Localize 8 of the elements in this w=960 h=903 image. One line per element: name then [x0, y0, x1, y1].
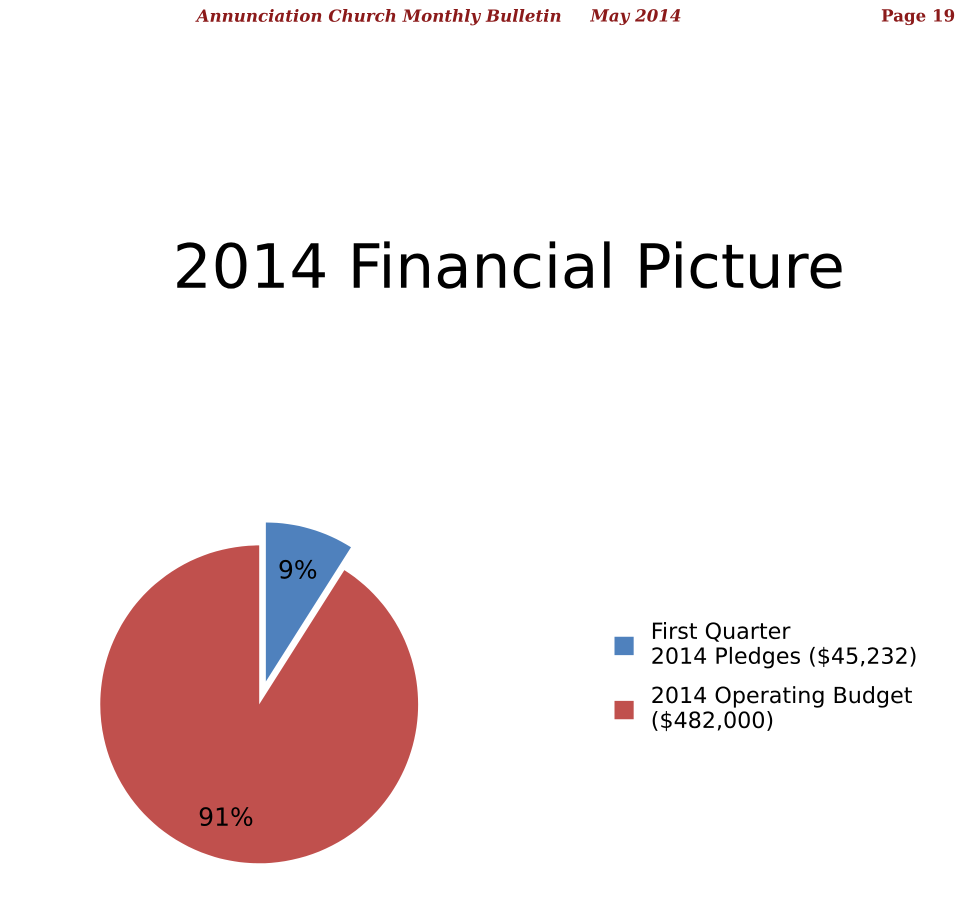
chart-title: 2014 Financial Picture: [177, 241, 842, 289]
data-label: 91%: [200, 807, 252, 826]
text: Page 19: [882, 9, 954, 26]
legend-label: First Quarter 2014 Pledges ($45,232): [652, 622, 916, 668]
data-label: 9%: [280, 560, 316, 579]
legend-label: 2014 Operating Budget ($482,000): [652, 686, 912, 732]
text: Annunciation Church Monthly Bulletin: [195, 9, 561, 26]
text: May 2014: [590, 9, 680, 26]
